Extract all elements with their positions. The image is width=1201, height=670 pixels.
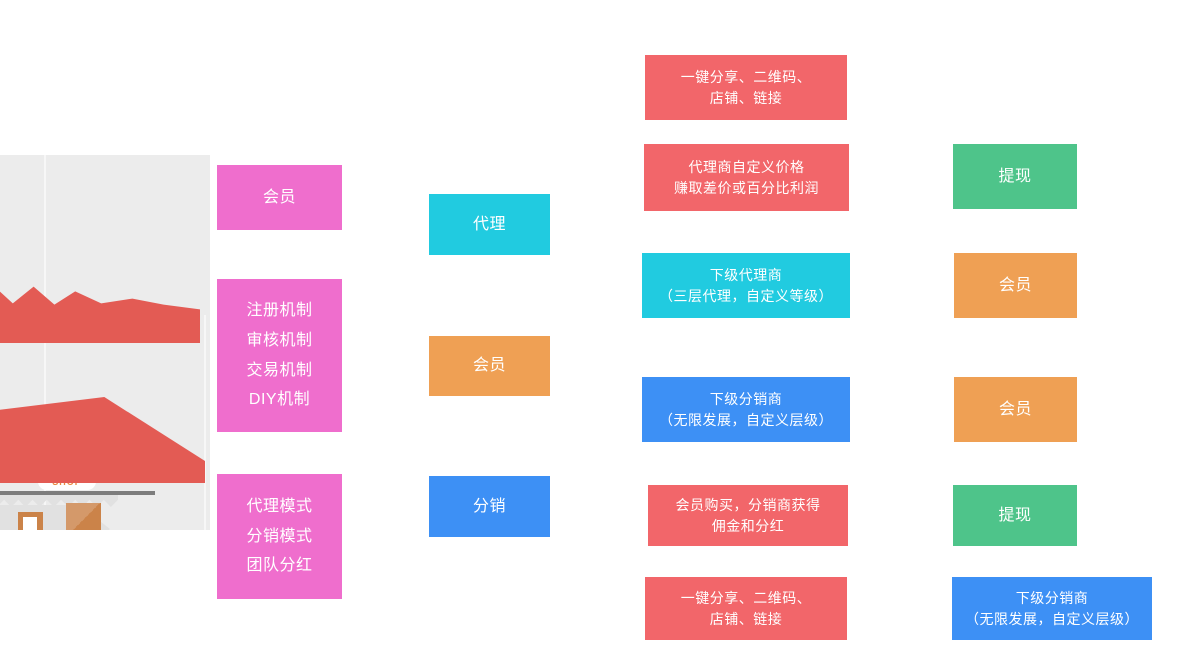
box-line: DIY机制	[248, 391, 311, 409]
result-sub-distributor[interactable]: 下级分销商 （无限发展，自定义层级）	[952, 577, 1152, 640]
box-line: 店铺、链接	[709, 89, 783, 106]
box-line: 下级代理商	[709, 267, 783, 284]
red-mountain-shape	[0, 284, 200, 343]
shop-window-highlight	[66, 503, 101, 530]
box-line: 下级分销商	[709, 391, 783, 408]
box-line: 会员	[262, 188, 296, 206]
shop-window-icon	[66, 503, 101, 530]
box-line: 代理模式	[246, 498, 313, 516]
action-member-purchase[interactable]: 会员购买，分销商获得 佣金和分红	[648, 485, 848, 546]
box-line: 会员购买，分销商获得	[675, 497, 821, 514]
box-line: 团队分红	[246, 557, 313, 575]
box-line: 注册机制	[246, 302, 313, 320]
feature-mechanisms[interactable]: 注册机制 审核机制 交易机制 DIY机制	[217, 279, 342, 432]
box-line: 佣金和分红	[711, 517, 785, 534]
feature-modes[interactable]: 代理模式 分销模式 团队分红	[217, 474, 342, 599]
action-sub-agent[interactable]: 下级代理商 （三层代理，自定义等级）	[642, 253, 850, 318]
role-distribution[interactable]: 分销	[429, 476, 550, 537]
box-line: 下级分销商	[1015, 590, 1089, 607]
box-line: 会员	[472, 357, 506, 375]
result-withdraw-agent[interactable]: 提现	[953, 144, 1077, 209]
result-member-distributor[interactable]: 会员	[954, 377, 1077, 442]
box-line: 分销模式	[246, 527, 313, 545]
box-line: 代理商自定义价格	[688, 159, 805, 176]
role-member[interactable]: 会员	[429, 336, 550, 396]
box-line: （无限发展，自定义层级）	[965, 610, 1139, 627]
shop-bar	[0, 491, 155, 495]
box-line: 交易机制	[246, 361, 313, 379]
box-line: 会员	[998, 276, 1032, 294]
promo-illustration: SHOP 开启智能分销时代 打造智能分销新模式	[0, 155, 210, 530]
box-line: 提现	[998, 167, 1032, 185]
box-line: （三层代理，自定义等级）	[659, 287, 833, 304]
action-share-distributor[interactable]: 一键分享、二维码、 店铺、链接	[645, 577, 847, 640]
box-line: 代理	[472, 215, 506, 233]
box-line: 会员	[998, 400, 1032, 418]
result-withdraw-distributor[interactable]: 提现	[953, 485, 1077, 546]
action-share-agent[interactable]: 一键分享、二维码、 店铺、链接	[645, 55, 847, 120]
role-agent[interactable]: 代理	[429, 194, 550, 255]
action-agent-pricing[interactable]: 代理商自定义价格 赚取差价或百分比利润	[644, 144, 849, 211]
feature-member[interactable]: 会员	[217, 165, 342, 230]
box-line: （无限发展，自定义层级）	[659, 411, 833, 428]
shop-door-window	[23, 517, 37, 530]
box-line: 店铺、链接	[709, 610, 783, 627]
promo-divider-line	[204, 315, 206, 530]
result-member-agent[interactable]: 会员	[954, 253, 1077, 318]
box-line: 分销	[472, 497, 506, 515]
box-line: 一键分享、二维码、	[680, 69, 812, 86]
box-line: 赚取差价或百分比利润	[674, 179, 819, 196]
red-wave-shape	[0, 397, 205, 483]
action-sub-distributor[interactable]: 下级分销商 （无限发展，自定义层级）	[642, 377, 850, 442]
box-line: 提现	[998, 506, 1032, 524]
box-line: 审核机制	[246, 331, 313, 349]
box-line: 一键分享、二维码、	[680, 590, 812, 607]
